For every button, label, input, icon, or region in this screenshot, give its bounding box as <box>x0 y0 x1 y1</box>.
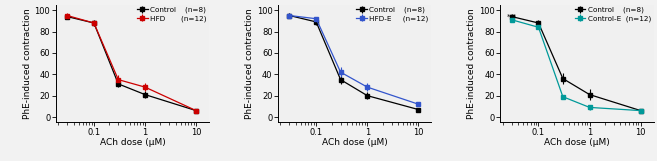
X-axis label: ACh dose (μM): ACh dose (μM) <box>322 138 388 147</box>
Y-axis label: PhE-induced contraction: PhE-induced contraction <box>467 8 476 119</box>
X-axis label: ACh dose (μM): ACh dose (μM) <box>100 138 166 147</box>
Legend: Control    (n=8), HFD-E     (n=12): Control (n=8), HFD-E (n=12) <box>355 6 430 22</box>
Text: *: * <box>561 96 564 102</box>
X-axis label: ACh dose (μM): ACh dose (μM) <box>544 138 610 147</box>
Legend: Control    (n=8), HFD       (n=12): Control (n=8), HFD (n=12) <box>136 6 207 22</box>
Text: *: * <box>537 26 540 32</box>
Text: *: * <box>588 107 591 113</box>
Y-axis label: PhE-induced contraction: PhE-induced contraction <box>245 8 254 119</box>
Y-axis label: PhE-induced contraction: PhE-induced contraction <box>23 8 32 119</box>
Text: ***: *** <box>507 14 517 20</box>
Legend: Control    (n=8), Control-E  (n=12): Control (n=8), Control-E (n=12) <box>574 6 652 22</box>
